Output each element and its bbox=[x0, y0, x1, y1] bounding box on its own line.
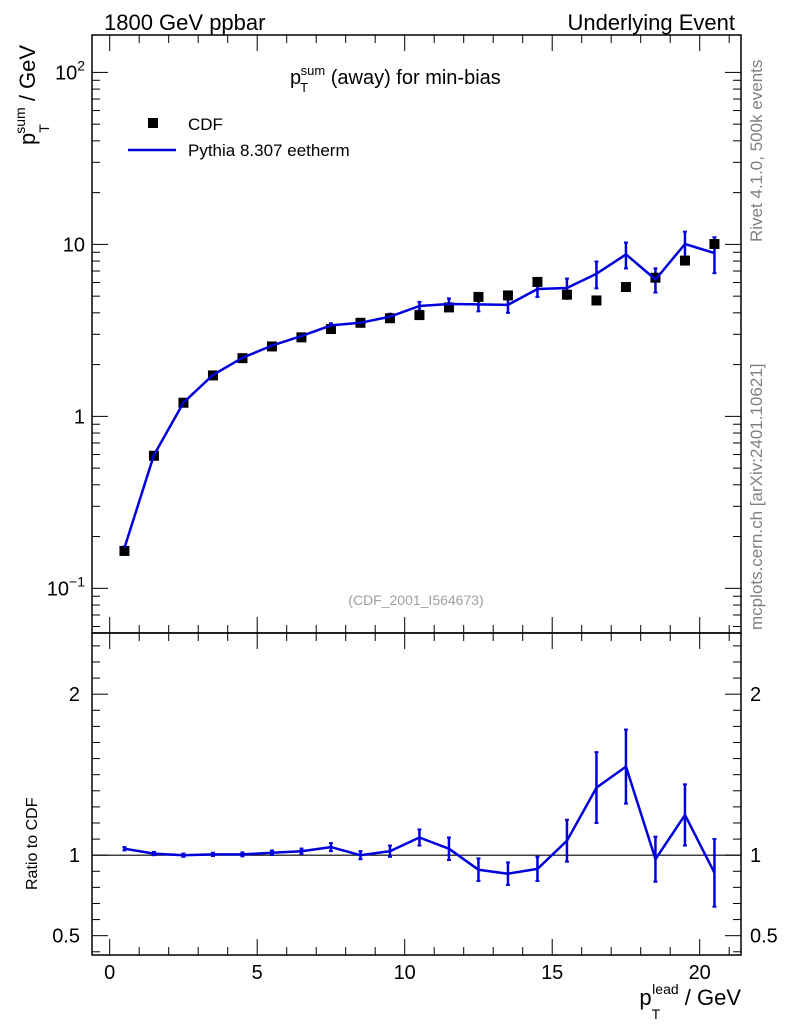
ratio-y-tick-label-right: 1 bbox=[750, 845, 761, 867]
header-left: 1800 GeV ppbar bbox=[104, 10, 265, 35]
y-tick-label-100: 102 bbox=[55, 57, 85, 84]
ratio-y-tick-label-left: 2 bbox=[69, 684, 80, 706]
x-axis-label: pTlead / GeV bbox=[639, 981, 741, 1022]
ratio-axis-ticks bbox=[92, 633, 741, 955]
cdf-data-point bbox=[119, 545, 130, 556]
analysis-watermark: (CDF_2001_I564673) bbox=[348, 592, 483, 608]
legend-cdf-label: CDF bbox=[188, 115, 223, 134]
x-tick-label: 15 bbox=[541, 962, 563, 984]
main-y-tick-labels: 10−1 1 10 102 bbox=[47, 57, 85, 600]
cdf-data-point bbox=[414, 310, 425, 321]
legend-cdf-marker bbox=[148, 118, 158, 128]
cdf-data-point bbox=[443, 302, 454, 313]
ratio-frame bbox=[91, 632, 742, 956]
y-tick-label-1: 1 bbox=[74, 406, 85, 428]
cdf-data-point bbox=[591, 295, 602, 306]
cdf-data-point bbox=[679, 255, 690, 266]
pythia-series-line bbox=[123, 242, 715, 549]
ratio-y-tick-label-left: 1 bbox=[69, 845, 80, 867]
ratio-y-axis-label: Ratio to CDF bbox=[24, 797, 41, 890]
main-axis-ticks bbox=[92, 35, 741, 633]
cdf-data-point bbox=[532, 276, 543, 287]
cdf-data-point bbox=[709, 239, 720, 250]
y-tick-label-10: 10 bbox=[63, 234, 85, 256]
ratio-y-tick-label-right: 0.5 bbox=[750, 926, 778, 948]
x-tick-label: 20 bbox=[689, 962, 711, 984]
main-data-layer bbox=[119, 230, 720, 556]
ratio-series-line bbox=[124, 765, 716, 875]
y-tick-label-0.1: 10−1 bbox=[47, 573, 85, 600]
legend-pythia-label: Pythia 8.307 eetherm bbox=[188, 141, 350, 160]
cdf-data-point bbox=[384, 313, 395, 324]
x-tick-label: 5 bbox=[252, 962, 263, 984]
cdf-data-point bbox=[473, 291, 484, 302]
cdf-data-point bbox=[561, 289, 572, 300]
ratio-data-layer bbox=[122, 728, 717, 908]
ratio-x-tick-labels: 0 5 10 15 20 bbox=[104, 962, 711, 984]
header-right: Underlying Event bbox=[567, 10, 735, 35]
ratio-panel: 0.5 0.5 1 1 2 2 0 5 10 15 20 Ratio to CDF pTlead … bbox=[24, 632, 778, 1022]
chart-title: pTsum (away) for min-bias bbox=[290, 63, 501, 95]
ratio-y-tick-label-right: 2 bbox=[750, 684, 761, 706]
ratio-y-tick-labels: 0.5 0.5 1 1 2 2 bbox=[52, 684, 778, 948]
ratio-y-tick-label-left: 0.5 bbox=[52, 926, 80, 948]
cdf-data-point bbox=[620, 282, 631, 293]
main-panel: 10−1 1 10 102 pTsum / GeV pTsum (away) f… bbox=[12, 34, 742, 634]
cdf-data-point bbox=[325, 324, 336, 335]
x-tick-label: 0 bbox=[104, 962, 115, 984]
rivet-label: Rivet 4.1.0, 500k events bbox=[747, 60, 766, 242]
legend: CDF Pythia 8.307 eetherm bbox=[128, 115, 350, 160]
x-tick-label: 10 bbox=[394, 962, 416, 984]
mcplots-label: mcplots.cern.ch [arXiv:2401.10621] bbox=[747, 364, 766, 630]
cdf-data-point bbox=[502, 290, 513, 301]
main-y-axis-label: pTsum / GeV bbox=[12, 45, 52, 145]
